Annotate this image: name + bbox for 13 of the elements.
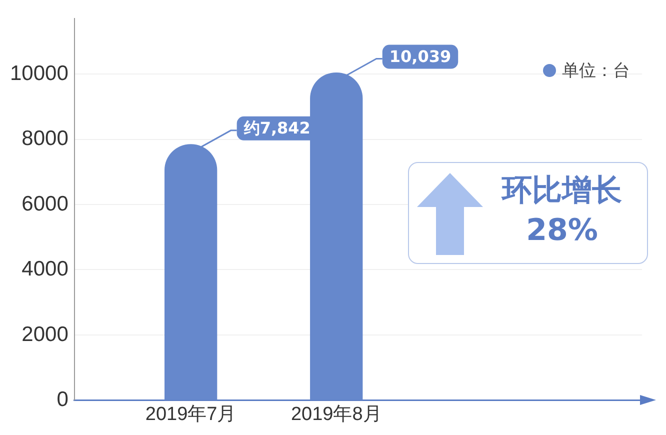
y-tick-label: 2000 — [22, 322, 68, 346]
x-tick-label: 2019年8月 — [290, 404, 382, 425]
y-tick-label: 8000 — [22, 127, 68, 150]
y-tick-label: 10000 — [10, 62, 68, 85]
data-label: 10,039 — [389, 46, 452, 66]
y-tick-label: 4000 — [22, 258, 68, 281]
y-tick-label: 6000 — [22, 192, 68, 216]
legend-label: 单位：台 — [562, 60, 630, 82]
text: 28% — [525, 213, 599, 249]
text: 环比增长 — [500, 173, 623, 209]
y-tick-label: 0 — [56, 388, 68, 411]
data-label: 约7,842 — [242, 118, 310, 138]
x-tick-label: 2019年7月 — [145, 404, 236, 425]
